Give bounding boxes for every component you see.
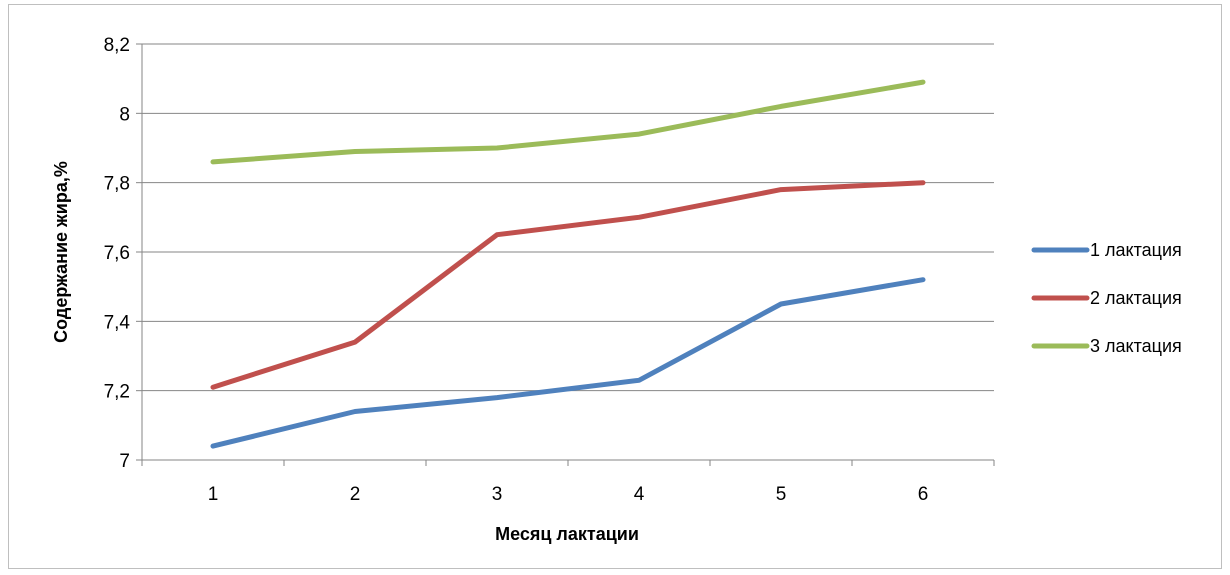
gridlines (142, 43, 994, 392)
y-tick-label: 8,2 (104, 35, 130, 56)
legend: 1 лактация 2 лактация 3 лактация (1031, 240, 1182, 356)
y-tick-label: 7,6 (104, 243, 130, 264)
x-tick-label: 1 (208, 484, 219, 505)
x-tick-label: 2 (350, 484, 361, 505)
x-tick-label: 5 (776, 484, 787, 505)
x-tick-label: 4 (634, 484, 645, 505)
y-tick-label: 7,4 (104, 312, 131, 333)
series-lines (210, 79, 926, 449)
series-line-1 (210, 277, 926, 449)
legend-label-1: 1 лактация (1090, 240, 1182, 260)
y-tick-label: 8 (119, 104, 130, 125)
axes: 7 7,2 7,4 7,6 7,8 8 8,2 1 2 3 4 5 6 (104, 35, 995, 505)
x-axis-title: Месяц лактации (495, 524, 639, 544)
y-tick-label: 7,8 (104, 174, 130, 195)
x-tick-label: 3 (492, 484, 503, 505)
y-tick-label: 7,2 (104, 382, 130, 403)
series-line-3 (210, 79, 926, 165)
y-tick-label: 7 (119, 451, 130, 472)
legend-label-2: 2 лактация (1090, 288, 1182, 308)
y-axis-title: Содержание жира,% (51, 161, 71, 343)
x-tick-label: 6 (918, 484, 929, 505)
series-line-2 (210, 180, 926, 390)
chart-frame (8, 4, 1222, 569)
legend-label-3: 3 лактация (1090, 336, 1182, 356)
